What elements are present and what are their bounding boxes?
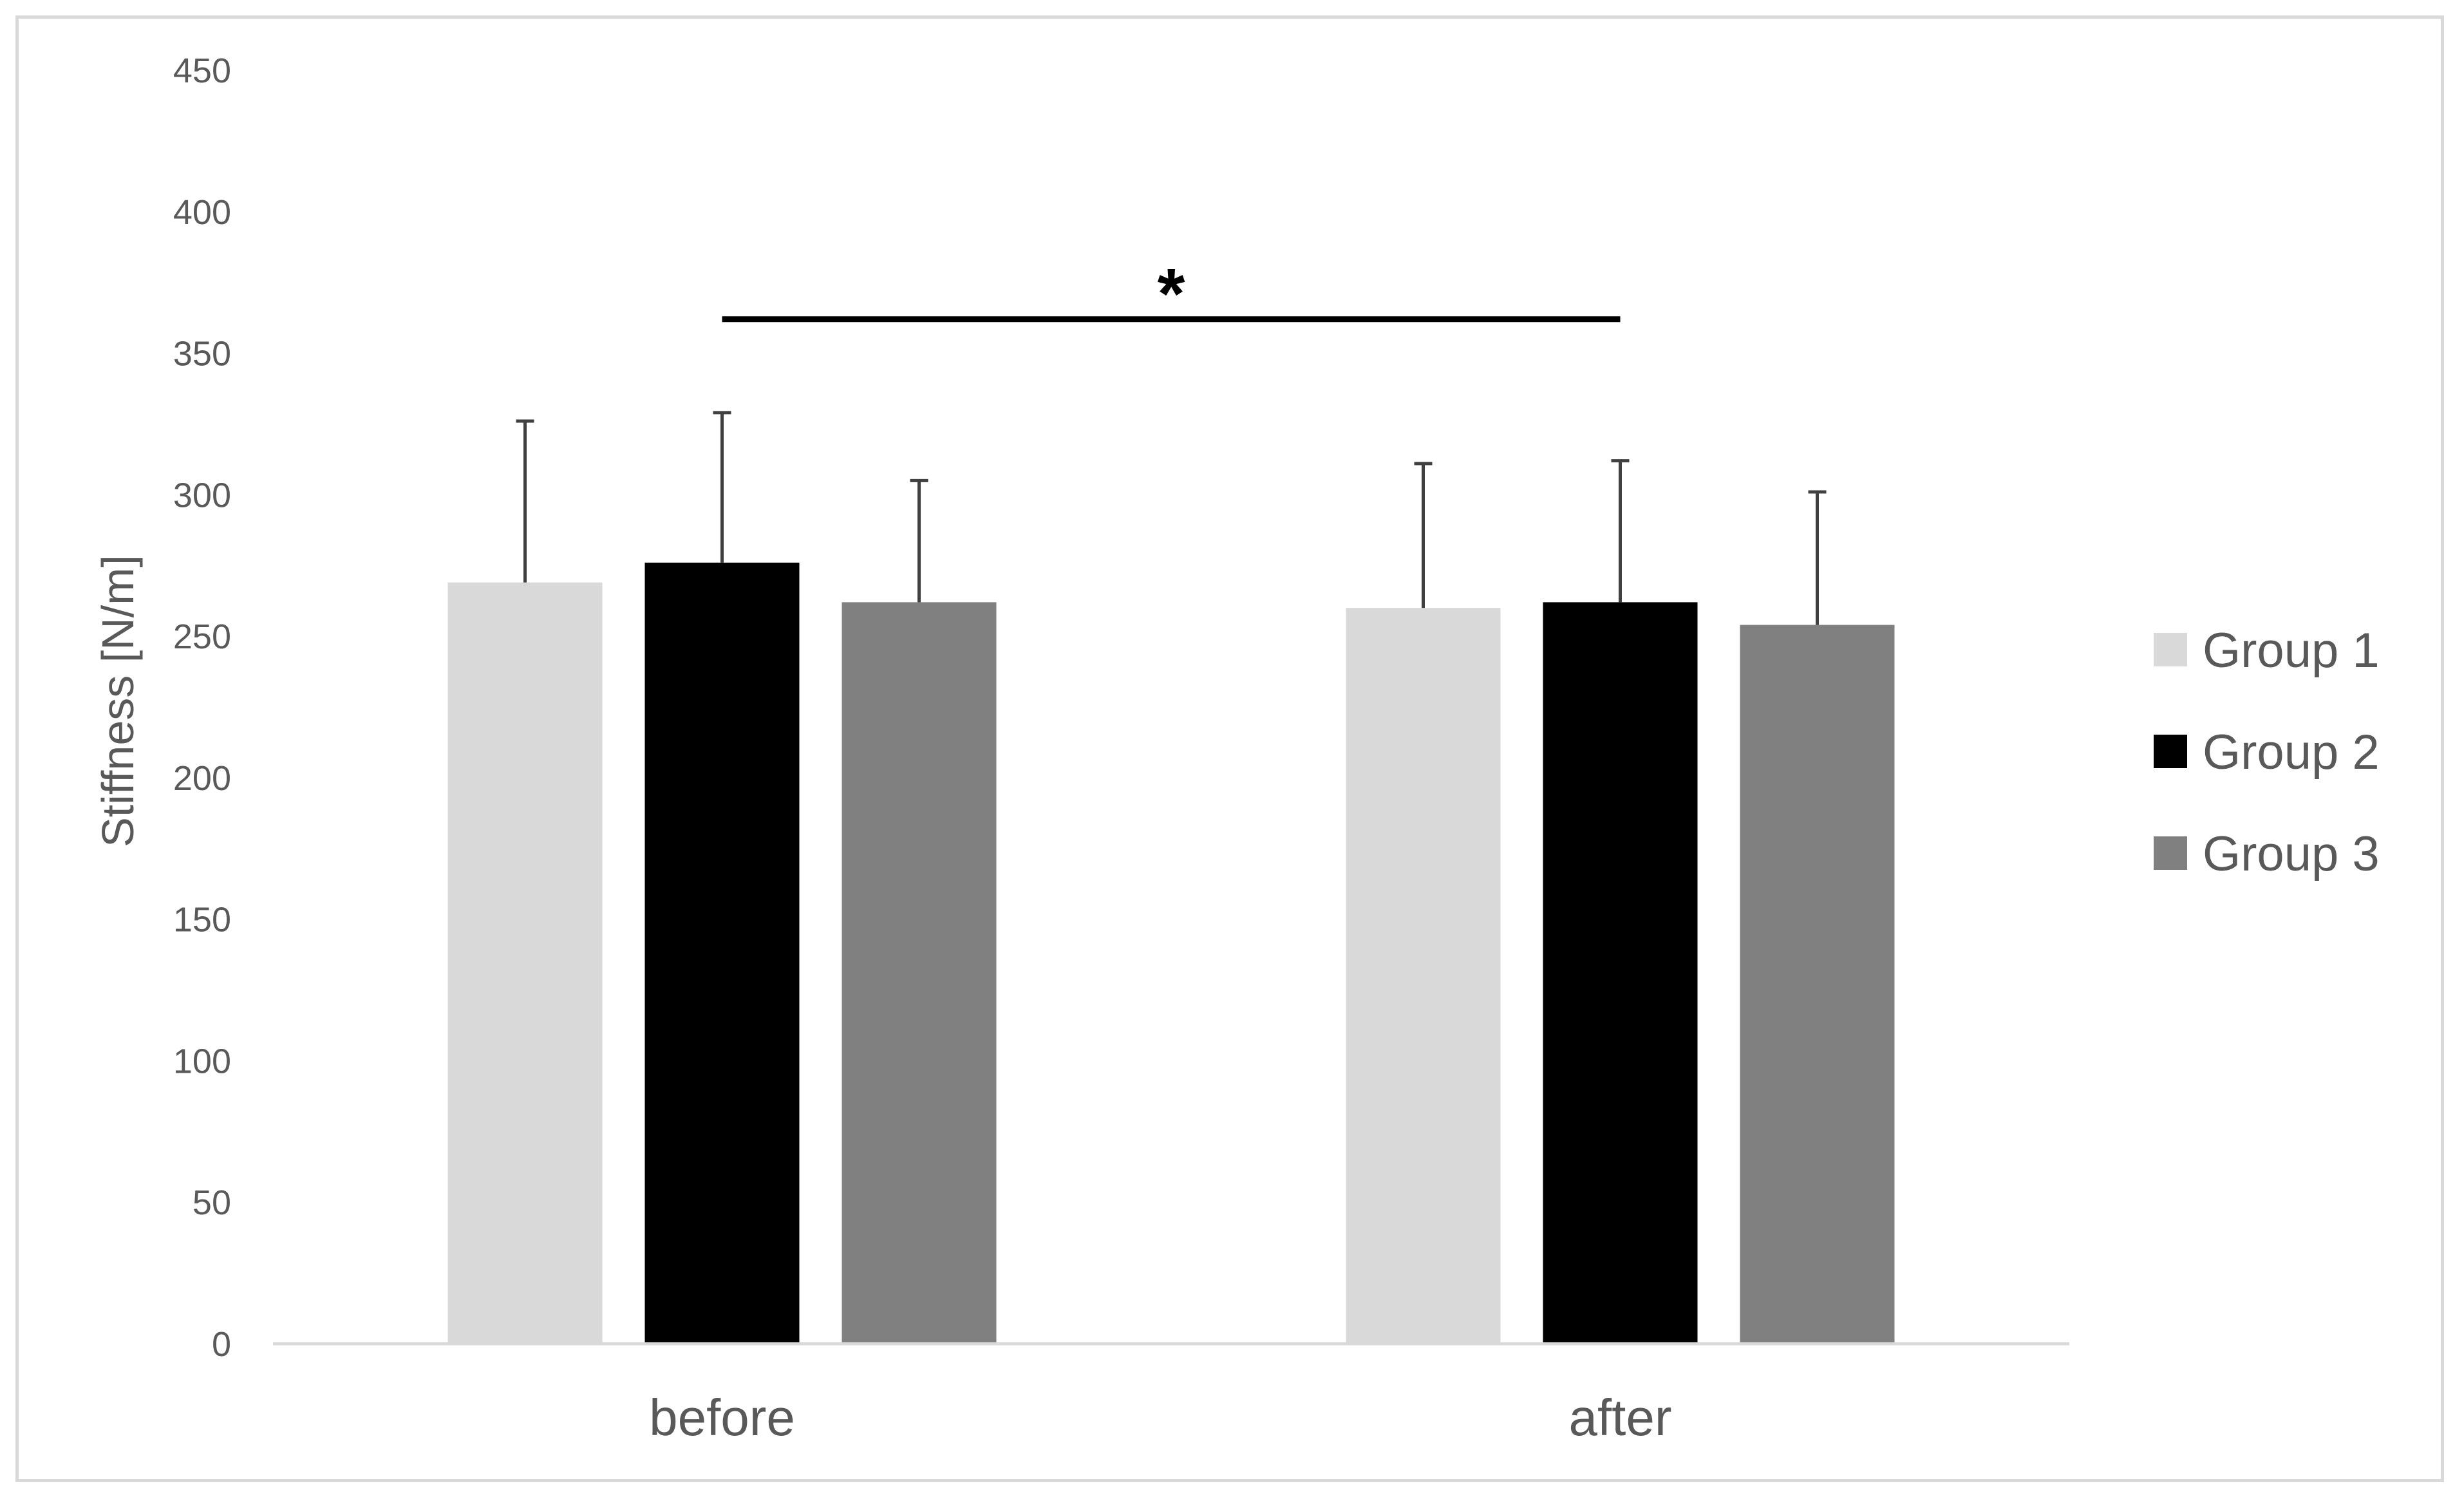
- error-bars: [516, 411, 1827, 625]
- y-tick-label: 150: [173, 901, 231, 939]
- legend-swatch: [2154, 735, 2187, 768]
- y-tick-label: 200: [173, 759, 231, 798]
- significance-annotations: *: [722, 254, 1621, 334]
- significance-marker: *: [1158, 254, 1185, 334]
- y-tick-label: 100: [173, 1042, 231, 1080]
- bar-group-2-after: [1543, 602, 1698, 1344]
- bars: [447, 562, 1895, 1344]
- legend: Group 1 Group 2 Group 3: [2154, 623, 2380, 881]
- bar-group-2-before: [644, 562, 800, 1344]
- legend-swatch: [2154, 836, 2187, 870]
- y-tick-label: 450: [173, 52, 231, 90]
- legend-label: Group 1: [2203, 623, 2380, 678]
- y-tick-label: 350: [173, 335, 231, 373]
- y-axis-ticks: 0 50 100 150 200 250 300 350 400 450: [173, 52, 231, 1364]
- y-axis-title: Stiffness [N/m]: [93, 555, 143, 847]
- legend-label: Group 2: [2203, 725, 2380, 780]
- x-axis-labels: before after: [649, 1389, 1671, 1446]
- legend-label: Group 3: [2203, 827, 2380, 881]
- chart-frame: 0 50 100 150 200 250 300 350 400 450 before after …: [15, 15, 2444, 1482]
- y-tick-label: 250: [173, 617, 231, 656]
- x-category-label: after: [1568, 1389, 1671, 1446]
- y-tick-label: 50: [193, 1183, 231, 1222]
- legend-swatch: [2154, 633, 2187, 666]
- bar-group-3-before: [842, 602, 997, 1344]
- y-tick-label: 400: [173, 193, 231, 232]
- x-category-label: before: [649, 1389, 795, 1446]
- y-tick-label: 300: [173, 476, 231, 514]
- bar-group-3-after: [1740, 625, 1895, 1344]
- bar-group-1-before: [447, 582, 603, 1344]
- bar-group-1-after: [1346, 608, 1501, 1344]
- y-tick-label: 0: [212, 1325, 231, 1364]
